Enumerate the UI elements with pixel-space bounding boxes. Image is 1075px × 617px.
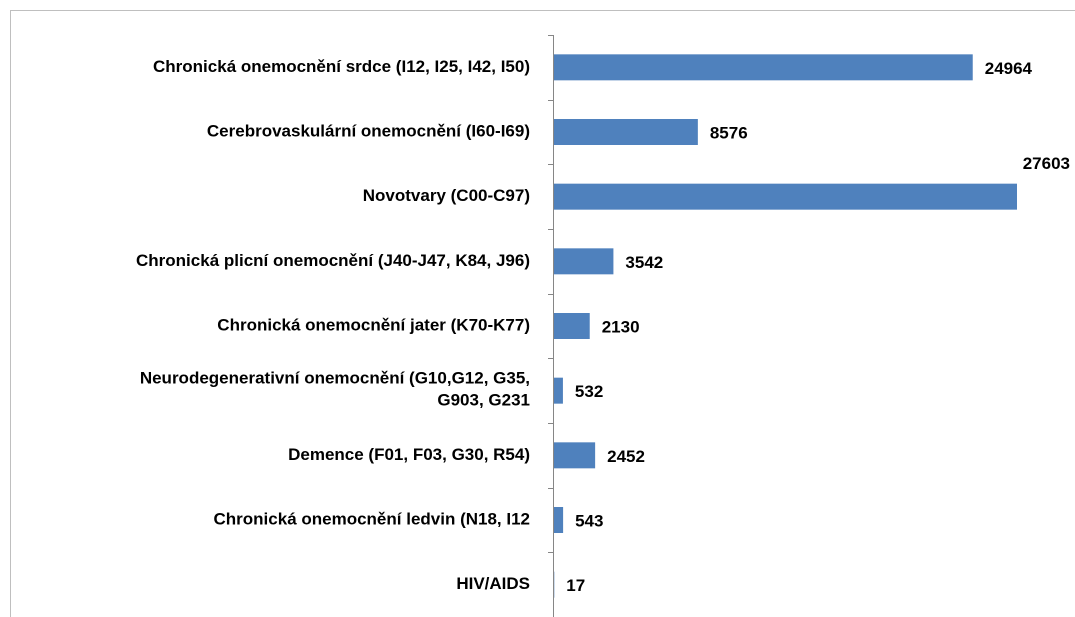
category-label: Novotvary (C00-C97) [363, 186, 530, 205]
bar [554, 183, 1017, 210]
value-label: 543 [575, 511, 603, 530]
value-label: 532 [575, 382, 603, 401]
category-label: HIV/AIDS [456, 574, 530, 593]
category-label: Chronická plicní onemocnění (J40-J47, K8… [136, 251, 530, 270]
value-label: 24964 [985, 59, 1033, 78]
bar [554, 313, 590, 339]
category-label: Neurodegenerativní onemocnění (G10,G12, … [140, 369, 530, 410]
bar [554, 377, 563, 404]
value-label: 8576 [710, 123, 748, 142]
value-label: 2130 [602, 317, 640, 336]
value-label: 3542 [625, 253, 663, 272]
bar [554, 248, 614, 275]
category-label: Chronická onemocnění ledvin (N18, I12 [214, 509, 530, 528]
category-label: Demence (F01, F03, G30, R54) [288, 445, 530, 464]
bar [554, 119, 698, 145]
value-label: 2452 [607, 447, 645, 466]
category-label: Chronická onemocnění jater (K70-K77) [217, 315, 530, 334]
bar [554, 507, 564, 533]
category-label: Chronická onemocnění srdce (I12, I25, I4… [153, 57, 530, 76]
value-label: 27603 [1023, 154, 1070, 173]
bar [554, 442, 596, 469]
value-label: 17 [566, 576, 585, 595]
bar [554, 54, 973, 81]
category-label: Cerebrovaskulární onemocnění (I60-I69) [207, 121, 530, 140]
